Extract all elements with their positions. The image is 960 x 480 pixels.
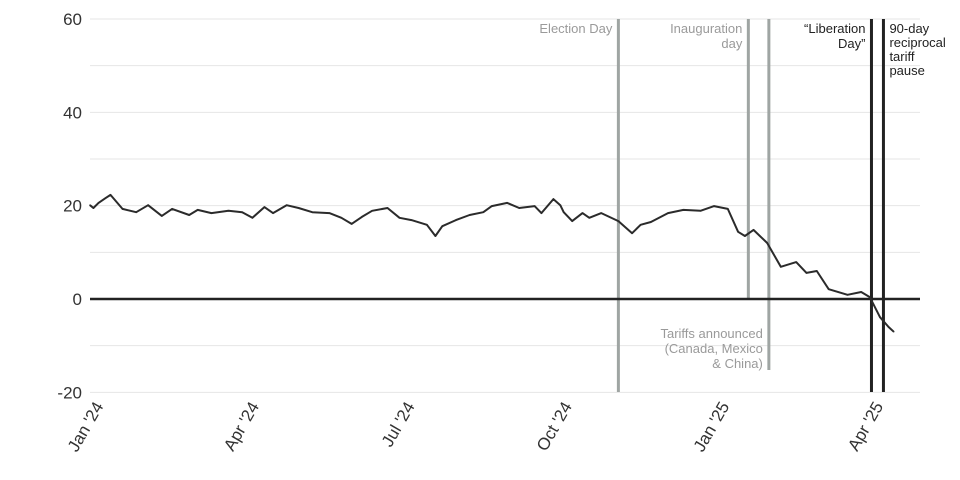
data-point bbox=[241, 211, 243, 213]
annotation-liberation: “Liberation bbox=[804, 21, 865, 36]
data-point bbox=[272, 212, 274, 214]
y-tick-label: 40 bbox=[63, 103, 82, 122]
x-tick-label: Jul '24 bbox=[378, 399, 419, 451]
data-point bbox=[571, 220, 574, 222]
y-tick-label: 20 bbox=[63, 197, 82, 216]
data-point bbox=[426, 223, 428, 226]
data-point bbox=[89, 204, 91, 206]
x-tick-label: Jan '25 bbox=[690, 399, 734, 456]
data-point bbox=[455, 219, 457, 221]
data-point bbox=[468, 214, 471, 216]
annotation-tariffs: Tariffs announced bbox=[660, 326, 762, 341]
data-point bbox=[371, 209, 373, 212]
annotation-election: Election Day bbox=[539, 21, 612, 36]
data-point bbox=[109, 194, 112, 196]
data-point bbox=[210, 212, 213, 214]
data-point bbox=[97, 202, 100, 204]
data-point bbox=[386, 207, 389, 209]
annotation-liberation: Day” bbox=[838, 36, 865, 51]
data-point bbox=[617, 220, 620, 222]
data-point bbox=[328, 212, 331, 214]
data-point bbox=[188, 214, 190, 216]
y-tick-label: -20 bbox=[57, 383, 82, 402]
data-point bbox=[361, 216, 363, 218]
data-point bbox=[713, 205, 715, 207]
data-point bbox=[552, 198, 555, 200]
data-point bbox=[263, 206, 266, 208]
data-point bbox=[650, 221, 652, 223]
data-point bbox=[518, 207, 521, 209]
data-point bbox=[639, 223, 642, 226]
data-point bbox=[766, 242, 768, 244]
data-point bbox=[667, 212, 669, 214]
data-point bbox=[581, 212, 584, 214]
data-point bbox=[780, 265, 782, 268]
data-point bbox=[892, 330, 895, 333]
x-tick-label: Apr '24 bbox=[220, 399, 263, 455]
data-point bbox=[540, 212, 543, 214]
data-point bbox=[297, 207, 300, 209]
data-point bbox=[815, 270, 818, 272]
annotation-pause: tariff bbox=[889, 49, 914, 64]
annotation-tariffs: (Canada, Mexico bbox=[665, 341, 763, 356]
annotation-inauguration: Inauguration bbox=[670, 21, 742, 36]
data-point bbox=[727, 208, 729, 210]
x-tick-label: Apr '25 bbox=[844, 399, 887, 455]
x-tick-label: Oct '24 bbox=[533, 399, 576, 455]
data-point bbox=[805, 272, 808, 274]
data-point bbox=[161, 215, 163, 217]
data-point bbox=[121, 208, 124, 210]
data-point bbox=[398, 216, 401, 219]
data-point bbox=[147, 204, 149, 206]
annotation-pause: 90-day bbox=[889, 21, 929, 36]
data-point bbox=[92, 207, 95, 209]
data-point bbox=[533, 205, 536, 207]
data-point bbox=[827, 288, 830, 290]
data-point bbox=[196, 209, 199, 211]
data-point bbox=[631, 232, 633, 234]
data-point bbox=[682, 209, 685, 211]
y-tick-label: 60 bbox=[63, 10, 82, 29]
data-point bbox=[340, 216, 343, 219]
data-point bbox=[868, 296, 871, 298]
annotation-pause: reciprocal bbox=[889, 35, 945, 50]
x-tick-label: Jan '24 bbox=[64, 399, 108, 456]
data-point bbox=[350, 223, 353, 225]
data-point bbox=[588, 216, 591, 219]
annotation-pause: pause bbox=[889, 63, 924, 78]
data-point bbox=[482, 211, 485, 213]
data-point bbox=[860, 291, 863, 293]
data-point bbox=[491, 205, 493, 207]
data-point bbox=[311, 211, 314, 213]
data-point bbox=[410, 219, 413, 221]
data-point bbox=[699, 209, 702, 212]
data-point bbox=[744, 235, 746, 237]
data-point bbox=[434, 235, 437, 237]
data-point bbox=[846, 293, 849, 296]
data-point bbox=[879, 316, 881, 319]
data-point bbox=[506, 202, 509, 204]
data-point bbox=[104, 197, 107, 199]
data-point bbox=[752, 229, 755, 231]
data-point bbox=[562, 211, 565, 213]
data-point bbox=[441, 225, 444, 227]
annotation-tariffs: & China) bbox=[712, 356, 763, 371]
data-point bbox=[600, 212, 603, 214]
data-point bbox=[285, 204, 288, 206]
data-point bbox=[227, 209, 230, 212]
data-point bbox=[795, 261, 798, 263]
data-point bbox=[559, 204, 562, 206]
y-tick-label: 0 bbox=[73, 290, 82, 309]
data-point bbox=[171, 208, 173, 210]
data-point bbox=[251, 216, 254, 219]
data-point bbox=[135, 211, 137, 213]
data-point bbox=[887, 326, 890, 328]
data-point bbox=[737, 230, 739, 233]
annotation-inauguration: day bbox=[721, 36, 742, 51]
series-line bbox=[89, 193, 895, 333]
